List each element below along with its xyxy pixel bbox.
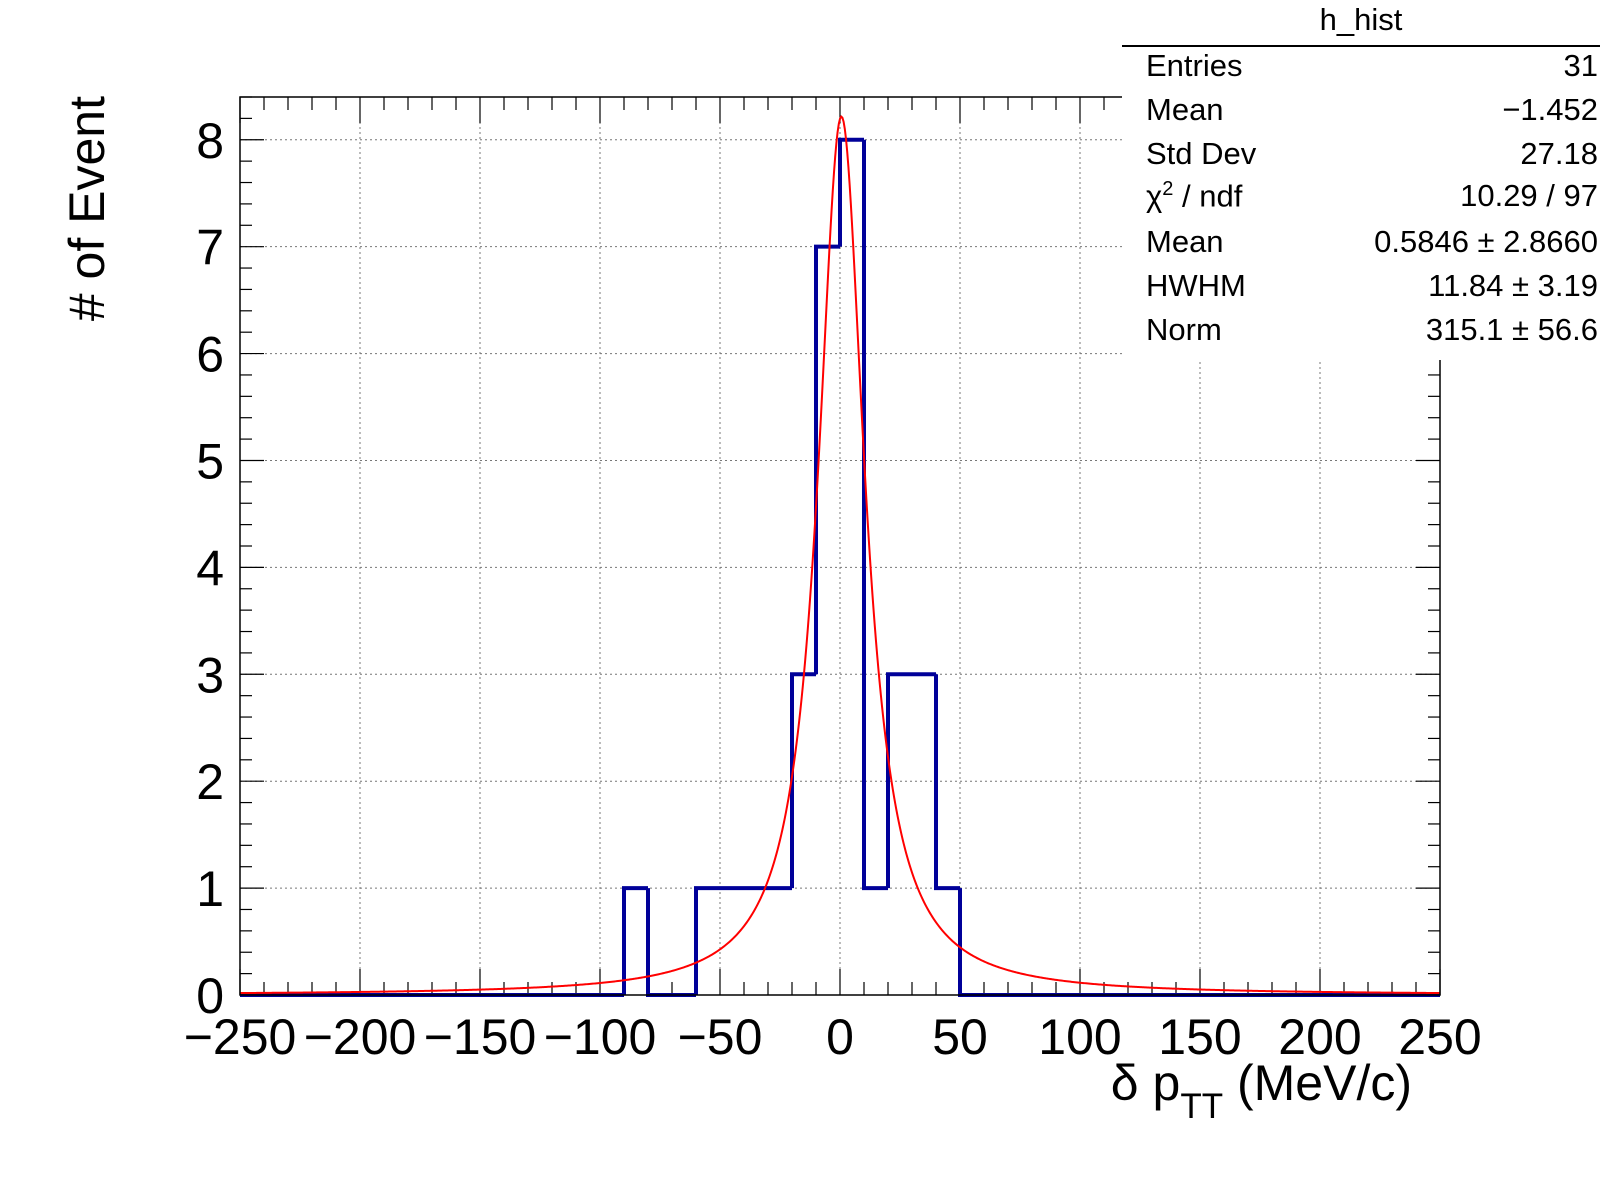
histogram-bin (838, 137, 864, 247)
histogram-bin (646, 888, 672, 997)
histogram-bin (958, 888, 984, 997)
stats-row-hwhm: HWHM 11.84 ± 3.19 (1146, 268, 1598, 308)
x-tick-label: −100 (544, 1009, 657, 1065)
x-axis-label-unit: (MeV/c) (1237, 1055, 1412, 1111)
x-tick-label: 50 (932, 1009, 988, 1065)
histogram-bin (790, 672, 816, 889)
x-tick-label: −50 (678, 1009, 763, 1065)
stats-row-mean: Mean −1.452 (1146, 92, 1598, 132)
stats-value: 27.18 (1520, 136, 1598, 171)
stats-value: −1.452 (1502, 92, 1598, 127)
x-tick-label: 100 (1038, 1009, 1121, 1065)
y-tick-label: 8 (196, 113, 224, 169)
histogram-bin (886, 672, 912, 889)
x-tick-label: 200 (1278, 1009, 1361, 1065)
y-tick-labels: 0 1 2 3 4 5 6 7 8 (196, 113, 224, 1024)
stats-title: h_hist (1319, 2, 1403, 37)
x-tick-label: 0 (826, 1009, 854, 1065)
stats-key: Mean (1146, 224, 1224, 259)
stats-value: 11.84 ± 3.19 (1428, 268, 1598, 303)
y-tick-label: 3 (196, 647, 224, 703)
plot-frame (239, 96, 1441, 996)
y-tick-label: 7 (196, 220, 224, 276)
y-tick-label: 4 (196, 540, 224, 596)
x-axis-label-subscript: TT (1180, 1087, 1223, 1126)
histogram-bin (814, 244, 840, 675)
histogram-bin (862, 139, 888, 891)
fit-curve (240, 115, 1440, 995)
stats-row-chi2-ndf: χ2 / ndf 10.29 / 97 (1146, 178, 1598, 218)
fit-curve-series (240, 115, 1440, 995)
stats-row-std-dev: Std Dev 27.18 (1146, 136, 1598, 176)
x-tick-label: −250 (184, 1009, 297, 1065)
axis-ticks (239, 96, 1441, 996)
stats-row-entries: Entries 31 (1146, 48, 1598, 88)
stats-value: 315.1 ± 56.6 (1425, 312, 1598, 347)
histogram-bin (934, 674, 960, 891)
x-tick-label: 150 (1158, 1009, 1241, 1065)
stats-key: χ2 / ndf (1146, 178, 1243, 214)
histogram-bin (622, 886, 648, 995)
stats-value: 10.29 / 97 (1460, 178, 1598, 213)
y-tick-label: 1 (196, 861, 224, 917)
stats-value: 31 (1563, 48, 1598, 83)
stats-value: 0.5846 ± 2.8660 (1374, 224, 1598, 259)
x-tick-label: −150 (424, 1009, 537, 1065)
stats-divider (1122, 45, 1600, 47)
stats-key: Mean (1146, 92, 1224, 127)
y-tick-label: 0 (196, 968, 224, 1024)
y-tick-label: 6 (196, 327, 224, 383)
y-tick-label: 5 (196, 433, 224, 489)
stats-key: Std Dev (1146, 136, 1257, 171)
x-axis-label-symbol: δ p (1111, 1055, 1181, 1111)
x-tick-labels: −250 −200 −150 −100 −50 0 50 100 150 200 250 (184, 1009, 1482, 1065)
y-tick-label: 2 (196, 754, 224, 810)
x-tick-label: −200 (304, 1009, 417, 1065)
x-axis-label: δ pTT (MeV/c) (1111, 1055, 1412, 1126)
y-axis-label: # of Event (59, 96, 115, 321)
histogram-bin (694, 886, 720, 995)
stats-row-norm: Norm 315.1 ± 56.6 (1146, 312, 1598, 352)
stats-row-fit-mean: Mean 0.5846 ± 2.8660 (1146, 224, 1598, 264)
stats-box: h_hist Entries 31 Mean −1.452 Std Dev 27… (1122, 0, 1600, 360)
stats-key: Norm (1146, 312, 1222, 347)
x-tick-label: 250 (1398, 1009, 1481, 1065)
stats-key: HWHM (1146, 268, 1246, 303)
svg-text:δ pTT (MeV/c): δ pTT (MeV/c) (1111, 1055, 1412, 1126)
stats-key: Entries (1146, 48, 1243, 83)
